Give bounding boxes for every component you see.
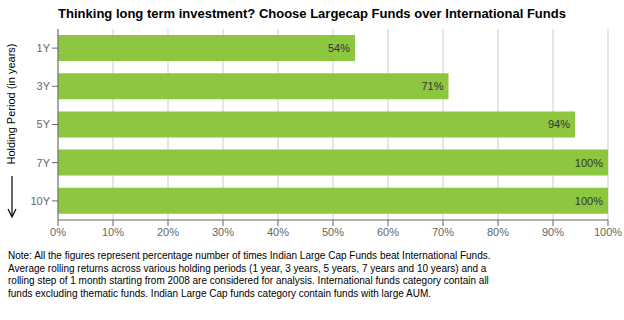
html-text:Average rolling returns across: Average rolling returns across various h… <box>8 262 487 274</box>
svg-text:80%: 80% <box>487 226 509 238</box>
svg-text:7Y: 7Y <box>37 157 51 169</box>
svg-text:70%: 70% <box>432 226 454 238</box>
html-text:Note: All the figures represen: Note: All the figures represent percenta… <box>8 250 491 261</box>
svg-text:Holding Period (in years): Holding Period (in years) <box>8 43 17 164</box>
svg-text:3Y: 3Y <box>37 80 51 92</box>
svg-text:90%: 90% <box>542 226 564 238</box>
svg-text:100%: 100% <box>594 226 616 238</box>
svg-text:0%: 0% <box>50 226 66 238</box>
svg-text:54%: 54% <box>328 42 350 54</box>
svg-text:30%: 30% <box>212 226 234 238</box>
svg-text:20%: 20% <box>157 226 179 238</box>
svg-text:60%: 60% <box>377 226 399 238</box>
svg-text:100%: 100% <box>575 195 603 207</box>
svg-text:100%: 100% <box>575 157 603 169</box>
svg-text:71%: 71% <box>421 80 443 92</box>
html-text:Thinking long term investment?: Thinking long term investment? Choose La… <box>58 6 566 21</box>
svg-text:1Y: 1Y <box>37 42 51 54</box>
svg-text:10Y: 10Y <box>30 195 50 207</box>
svg-text:10%: 10% <box>102 226 124 238</box>
svg-text:50%: 50% <box>322 226 344 238</box>
svg-text:94%: 94% <box>548 118 570 130</box>
svg-text:40%: 40% <box>267 226 289 238</box>
svg-text:5Y: 5Y <box>37 118 51 130</box>
html-text:rolling step of 1 month starti: rolling step of 1 month starting from 20… <box>8 275 489 286</box>
html-text:funds excluding thematic funds: funds excluding thematic funds. Indian L… <box>8 287 431 299</box>
